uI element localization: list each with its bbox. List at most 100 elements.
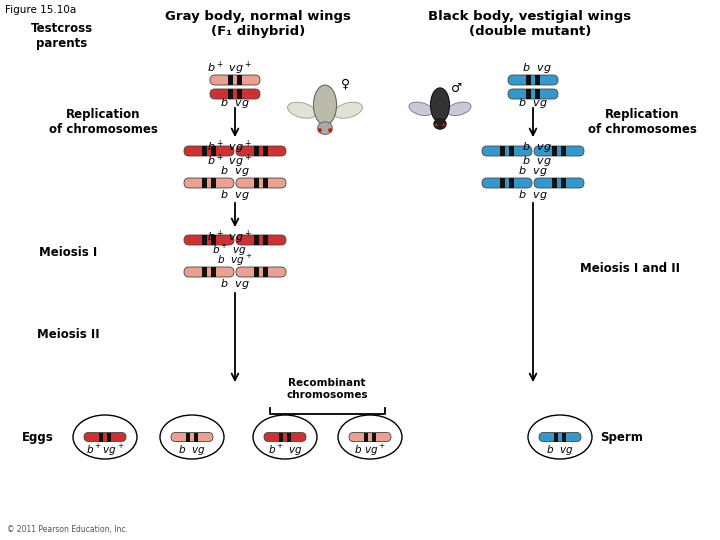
Bar [552, 146, 557, 156]
Bar [526, 89, 531, 99]
Bar [287, 433, 291, 442]
Text: $b^+$ $vg^+$: $b^+$ $vg^+$ [207, 138, 251, 156]
Bar [552, 178, 557, 188]
Bar [263, 178, 268, 188]
Ellipse shape [434, 119, 446, 129]
FancyBboxPatch shape [210, 75, 260, 85]
FancyBboxPatch shape [539, 433, 581, 442]
Bar [237, 89, 242, 99]
Ellipse shape [409, 102, 433, 116]
FancyBboxPatch shape [184, 178, 234, 188]
Text: $b$  $vg$: $b$ $vg$ [220, 188, 250, 202]
Bar [202, 267, 207, 277]
Ellipse shape [442, 124, 445, 126]
Bar [535, 75, 540, 85]
Bar [254, 146, 259, 156]
Bar [372, 433, 376, 442]
FancyBboxPatch shape [508, 75, 558, 85]
FancyBboxPatch shape [184, 235, 234, 245]
Bar [211, 267, 216, 277]
Bar [254, 267, 259, 277]
FancyBboxPatch shape [184, 146, 234, 156]
Bar [211, 178, 216, 188]
Bar [211, 235, 216, 245]
Text: ♀: ♀ [341, 78, 351, 91]
Ellipse shape [160, 415, 224, 459]
Text: $b$  $vg^+$: $b$ $vg^+$ [217, 252, 253, 267]
Text: $b$  $vg$: $b$ $vg$ [546, 443, 574, 457]
Bar [535, 89, 540, 99]
Text: Meiosis II: Meiosis II [37, 328, 99, 341]
Bar [107, 433, 111, 442]
Bar [202, 178, 207, 188]
Bar [228, 75, 233, 85]
Ellipse shape [338, 415, 402, 459]
Bar [99, 433, 104, 442]
Ellipse shape [328, 128, 333, 132]
Ellipse shape [253, 415, 317, 459]
Bar [202, 235, 207, 245]
Text: $b$  $vg$: $b$ $vg$ [220, 96, 250, 110]
Ellipse shape [528, 415, 592, 459]
Bar [509, 146, 514, 156]
Text: Meiosis I: Meiosis I [39, 246, 97, 259]
Bar [500, 178, 505, 188]
Text: Replication
of chromosomes: Replication of chromosomes [48, 108, 158, 136]
FancyBboxPatch shape [171, 433, 213, 442]
FancyBboxPatch shape [534, 146, 584, 156]
Bar [202, 146, 207, 156]
Text: $b$  $vg$: $b$ $vg$ [220, 277, 250, 291]
Bar [554, 433, 558, 442]
Bar [254, 178, 259, 188]
Bar [562, 433, 566, 442]
Text: $b$ $vg^+$: $b$ $vg^+$ [354, 442, 386, 457]
Bar [263, 267, 268, 277]
Bar [237, 75, 242, 85]
Bar [561, 146, 566, 156]
Text: $b^+$ $vg^+$: $b^+$ $vg^+$ [207, 152, 251, 170]
Ellipse shape [287, 102, 316, 118]
Ellipse shape [73, 415, 137, 459]
FancyBboxPatch shape [184, 267, 234, 277]
FancyBboxPatch shape [236, 178, 286, 188]
FancyBboxPatch shape [236, 267, 286, 277]
Bar [364, 433, 369, 442]
Ellipse shape [435, 124, 438, 126]
Bar [500, 146, 505, 156]
Bar [228, 89, 233, 99]
FancyBboxPatch shape [534, 178, 584, 188]
Bar [186, 433, 190, 442]
Bar [263, 146, 268, 156]
FancyBboxPatch shape [84, 433, 126, 442]
Ellipse shape [318, 128, 322, 132]
FancyBboxPatch shape [264, 433, 306, 442]
FancyBboxPatch shape [508, 89, 558, 99]
Text: Eggs: Eggs [22, 430, 54, 443]
Bar [194, 433, 198, 442]
Bar [211, 146, 216, 156]
Text: $b$  $vg$: $b$ $vg$ [220, 164, 250, 178]
Ellipse shape [431, 88, 449, 122]
Text: Recombinant
chromosomes: Recombinant chromosomes [286, 379, 368, 400]
Bar [526, 75, 531, 85]
Text: $b^+$ $vg$: $b^+$ $vg$ [212, 242, 246, 258]
Bar [263, 235, 268, 245]
Ellipse shape [334, 102, 362, 118]
Text: $b$  $vg$: $b$ $vg$ [522, 154, 552, 168]
Text: $b^+$ $vg^+$: $b^+$ $vg^+$ [207, 228, 251, 246]
Text: Replication
of chromosomes: Replication of chromosomes [588, 108, 696, 136]
Bar [279, 433, 284, 442]
FancyBboxPatch shape [236, 146, 286, 156]
Text: $b^+$ $vg^+$: $b^+$ $vg^+$ [207, 59, 251, 77]
Text: $b$  $vg$: $b$ $vg$ [518, 188, 548, 202]
Text: Gray body, normal wings
(F₁ dihybrid): Gray body, normal wings (F₁ dihybrid) [165, 10, 351, 38]
Text: Meiosis I and II: Meiosis I and II [580, 261, 680, 274]
FancyBboxPatch shape [236, 235, 286, 245]
Ellipse shape [313, 85, 336, 125]
Text: © 2011 Pearson Education, Inc.: © 2011 Pearson Education, Inc. [7, 525, 128, 534]
FancyBboxPatch shape [482, 146, 532, 156]
Text: $b$  $vg$: $b$ $vg$ [178, 443, 206, 457]
Bar [254, 235, 259, 245]
Text: Testcross
parents: Testcross parents [31, 22, 93, 50]
Text: $b^+vg^+$: $b^+vg^+$ [86, 442, 125, 457]
